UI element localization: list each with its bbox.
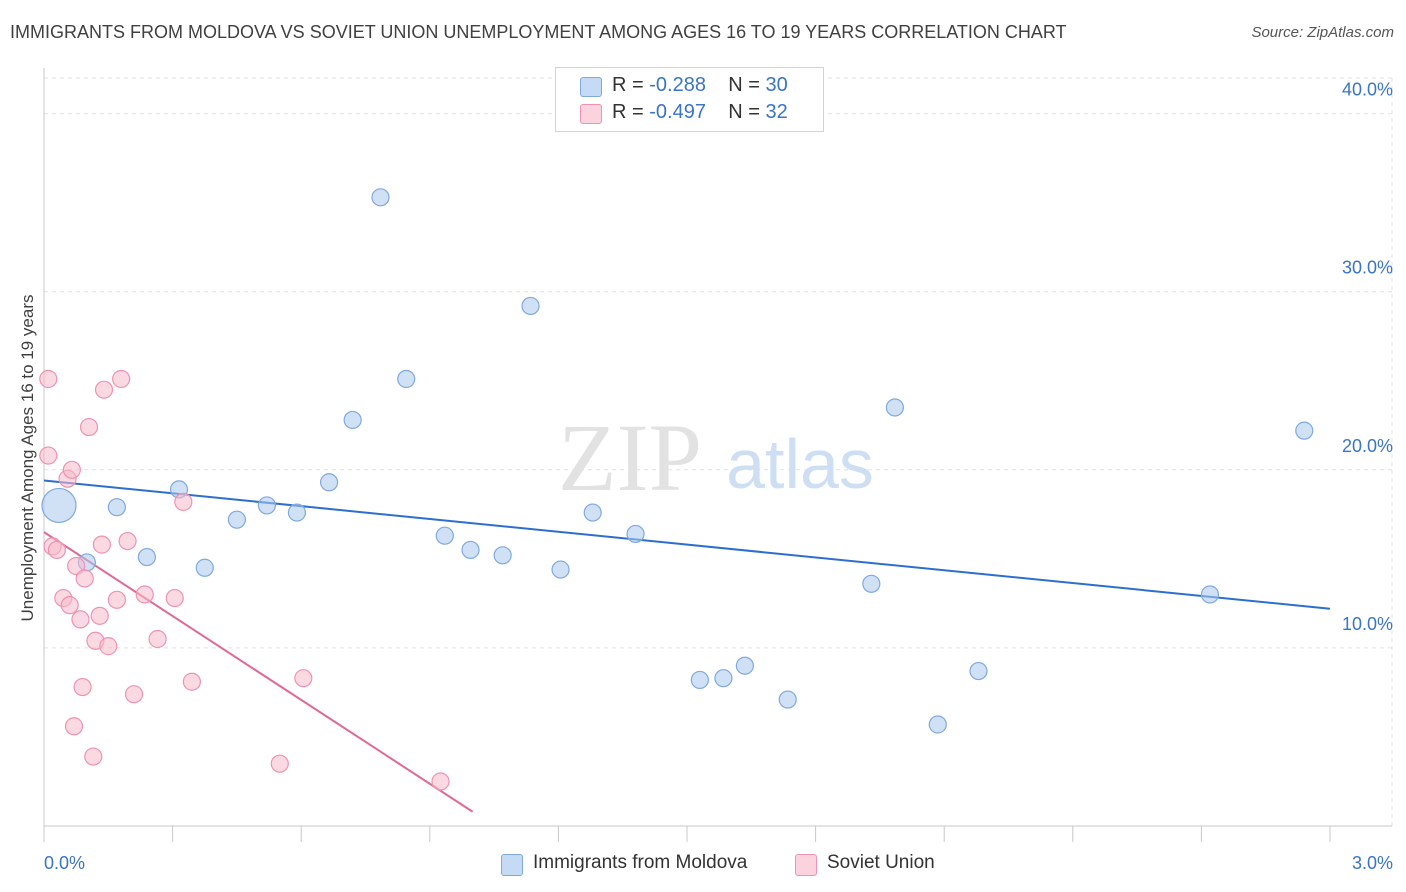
point-moldova — [257, 496, 277, 515]
watermark: ZIP atlas — [558, 404, 874, 511]
point-soviet-union — [73, 677, 92, 697]
point-moldova — [137, 547, 156, 567]
bottom-legend-label-moldova: Immigrants from Moldova — [533, 852, 748, 873]
legend-swatch-soviet — [580, 104, 602, 124]
point-moldova — [107, 498, 126, 517]
point-moldova — [778, 690, 797, 709]
point-moldova — [714, 669, 733, 688]
data-points — [39, 188, 1314, 791]
point-soviet-union — [60, 596, 79, 615]
point-soviet-union — [107, 590, 126, 609]
point-moldova — [862, 574, 881, 593]
point-soviet-union — [71, 610, 90, 629]
trend-line-moldova — [43, 479, 1331, 610]
point-soviet-union — [174, 492, 193, 511]
tick-labels: 10.0% 20.0% 30.0% 40.0% 0.0% 3.0% — [44, 80, 1393, 873]
watermark-zip: ZIP — [558, 404, 702, 511]
trend-line-soviet-union — [43, 531, 474, 813]
point-soviet-union — [75, 569, 94, 588]
y-tick-label: 20.0% — [1342, 436, 1393, 456]
point-soviet-union — [431, 772, 450, 791]
point-moldova — [41, 487, 77, 524]
gridlines — [44, 77, 1393, 826]
legend-r-label: R = — [612, 74, 644, 96]
x-tick-label-min: 0.0% — [44, 853, 85, 873]
point-soviet-union — [62, 460, 81, 479]
point-soviet-union — [112, 369, 131, 389]
point-moldova — [397, 369, 416, 389]
legend-n-value: 30 — [765, 74, 788, 96]
y-tick-label: 30.0% — [1342, 258, 1393, 278]
point-moldova — [195, 558, 214, 577]
point-soviet-union — [47, 540, 66, 560]
trend-lines — [43, 479, 1331, 813]
point-moldova — [343, 410, 362, 430]
point-moldova — [287, 503, 307, 522]
point-soviet-union — [124, 685, 144, 704]
legend-n-label: N = — [728, 101, 760, 123]
point-soviet-union — [64, 717, 84, 736]
point-moldova — [885, 398, 905, 417]
legend-r-label: R = — [612, 101, 644, 123]
point-moldova — [928, 715, 947, 734]
y-tick-label: 40.0% — [1342, 80, 1393, 100]
point-moldova — [626, 524, 645, 544]
x-tick-label-max: 3.0% — [1352, 853, 1393, 873]
point-soviet-union — [67, 556, 86, 576]
bottom-legend-swatch-soviet — [795, 854, 817, 876]
chart-title: IMMIGRANTS FROM MOLDOVA VS SOVIET UNION … — [10, 22, 1067, 42]
point-soviet-union — [90, 606, 109, 625]
point-moldova — [319, 473, 339, 492]
bottom-legend-label-soviet: Soviet Union — [827, 852, 935, 873]
point-soviet-union — [270, 754, 289, 773]
point-moldova — [1295, 421, 1314, 440]
y-tick-label: 10.0% — [1342, 614, 1393, 634]
point-soviet-union — [92, 535, 111, 554]
point-moldova — [493, 546, 512, 565]
point-moldova — [461, 540, 480, 560]
point-soviet-union — [84, 747, 103, 766]
point-moldova — [690, 670, 709, 690]
legend-r-value: -0.497 — [649, 101, 706, 123]
legend-n-label: N = — [728, 74, 760, 96]
legend-r-value: -0.288 — [649, 74, 706, 96]
point-soviet-union — [94, 380, 114, 399]
watermark-atlas: atlas — [726, 425, 874, 503]
axes — [43, 68, 1392, 842]
bottom-legend-swatch-moldova — [501, 854, 523, 876]
point-soviet-union — [39, 369, 58, 389]
point-soviet-union — [182, 672, 201, 691]
legend-n-value: 32 — [765, 101, 788, 123]
point-soviet-union — [135, 585, 154, 604]
legend: R = -0.288 N = 30 R = -0.497 N = 32 — [555, 67, 824, 132]
point-soviet-union — [148, 629, 167, 649]
point-moldova — [1200, 585, 1220, 604]
legend-swatch-moldova — [580, 77, 602, 97]
point-soviet-union — [99, 637, 118, 656]
point-moldova — [735, 656, 754, 675]
point-moldova — [583, 503, 602, 522]
point-moldova — [551, 560, 570, 579]
point-soviet-union — [294, 669, 313, 688]
point-soviet-union — [165, 588, 184, 608]
point-moldova — [435, 526, 454, 545]
point-soviet-union — [79, 417, 99, 437]
point-moldova — [227, 510, 246, 529]
point-soviet-union — [39, 446, 58, 465]
point-moldova — [521, 296, 540, 316]
source-label: Source: ZipAtlas.com — [1251, 24, 1394, 41]
point-moldova — [969, 661, 988, 681]
point-moldova — [371, 188, 390, 207]
point-soviet-union — [118, 531, 137, 551]
